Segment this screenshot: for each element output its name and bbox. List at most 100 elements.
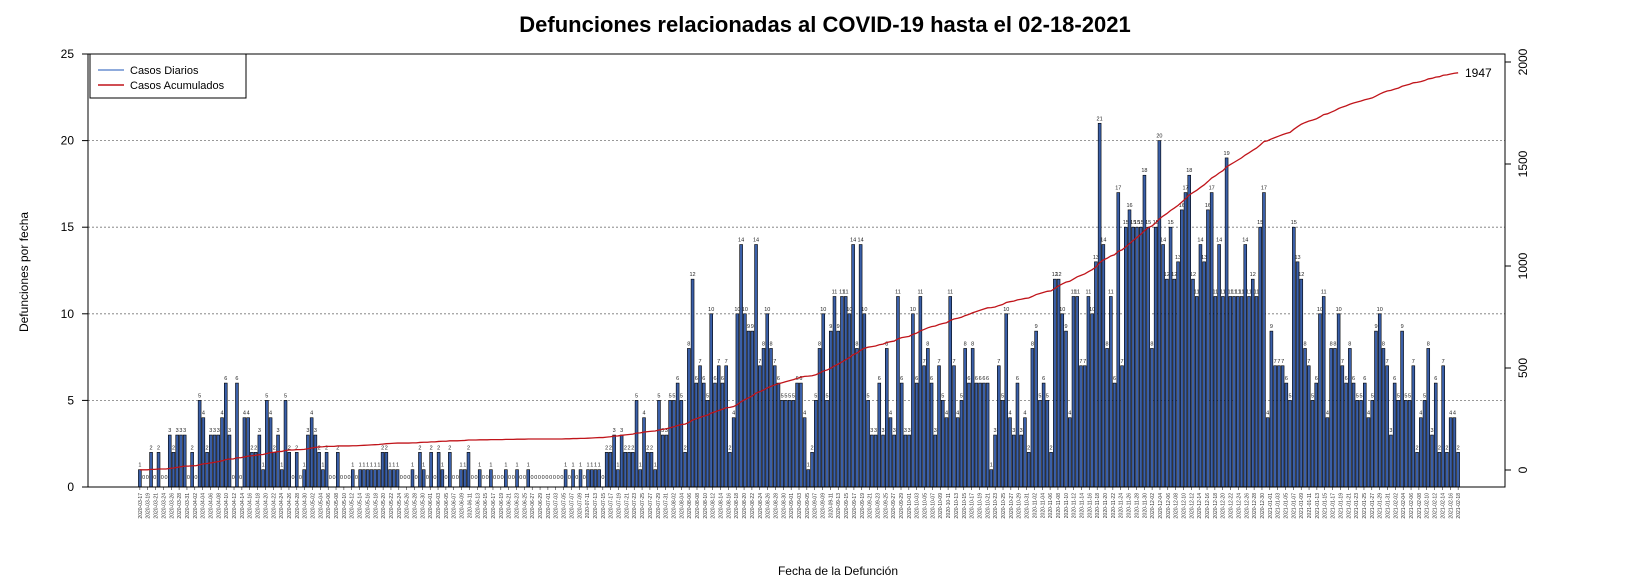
bar-label: 2: [1050, 445, 1053, 451]
bar-label: 6: [1315, 376, 1318, 382]
bar-label: 2: [609, 445, 612, 451]
bar: [698, 365, 702, 488]
bar-label: 5: [1404, 393, 1407, 399]
bar-label: 7: [1079, 359, 1082, 365]
bar-label: 7: [923, 359, 926, 365]
bar-label: 5: [788, 393, 791, 399]
bar: [1202, 261, 1206, 488]
date-label: 2020-11-22: [1111, 493, 1117, 518]
date-label: 2020-10-21: [985, 493, 991, 519]
bar-label: 14: [738, 238, 744, 244]
date-label: 2021-02-06: [1409, 493, 1415, 519]
bar-label: 10: [910, 307, 916, 313]
bar-label: 17: [1182, 186, 1188, 192]
bar-label: 5: [669, 393, 672, 399]
bar: [1355, 400, 1360, 488]
bar-label: 3: [168, 428, 171, 434]
bar: [1082, 365, 1087, 488]
bar-label: 0: [239, 475, 242, 481]
bar-label: 5: [680, 393, 683, 399]
date-label: 2020-08-10: [703, 493, 709, 519]
bar: [911, 313, 915, 488]
date-label: 2021-02-02: [1393, 493, 1399, 519]
bar: [1191, 278, 1195, 488]
bar-label: 0: [549, 475, 552, 481]
bar: [1374, 330, 1378, 488]
bar: [1370, 400, 1374, 488]
bar-label: 1: [516, 463, 519, 469]
bar: [1094, 261, 1098, 488]
bar: [175, 434, 179, 488]
bar: [664, 434, 669, 488]
bar-label: 1: [351, 463, 354, 469]
date-label: 2020-08-16: [726, 493, 732, 519]
bar-label: 14: [1100, 238, 1106, 244]
bar: [694, 382, 699, 488]
bar: [713, 382, 717, 488]
bar: [881, 434, 885, 488]
bar-label: 2: [1445, 445, 1448, 451]
bar-label: 0: [164, 475, 167, 481]
bar-label: 11: [1071, 289, 1077, 295]
date-label: 2020-06-29: [538, 493, 544, 519]
bar-label: 4: [243, 411, 246, 417]
bar-label: 8: [971, 341, 974, 347]
bar-label: 5: [1046, 393, 1049, 399]
bar-label: 2: [684, 445, 687, 451]
bar-label: 2: [646, 445, 649, 451]
bar-label: 2: [1416, 445, 1419, 451]
bar-label: 0: [291, 475, 294, 481]
bar-label: 5: [960, 393, 963, 399]
bar-label: 15: [1134, 220, 1140, 226]
bar-label: 0: [329, 475, 332, 481]
bar: [448, 452, 452, 488]
bar: [840, 296, 844, 488]
bar-label: 4: [1367, 411, 1370, 417]
bar: [885, 348, 889, 488]
bar-label: 0: [575, 475, 578, 481]
bar: [787, 400, 792, 488]
bar-label: 5: [198, 393, 201, 399]
bar: [690, 278, 695, 488]
date-label: 2020-09-19: [860, 493, 866, 519]
y-tick-label: 10: [61, 307, 75, 321]
bar: [410, 469, 415, 488]
bar: [358, 469, 362, 488]
bar: [896, 296, 900, 488]
bar-label: 11: [1086, 289, 1092, 295]
date-label: 2020-05-16: [365, 493, 371, 519]
bar: [903, 434, 908, 488]
bar-label: 4: [803, 411, 806, 417]
bar: [253, 452, 258, 488]
bar: [138, 469, 142, 488]
y-tick-label: 5: [67, 393, 74, 407]
date-label: 2020-10-13: [954, 493, 960, 519]
bar-label: 11: [1231, 289, 1237, 295]
bar-label: 1: [463, 463, 466, 469]
bar-label: 0: [403, 475, 406, 481]
bar: [937, 365, 941, 488]
bar-label: 4: [889, 411, 892, 417]
bar: [649, 452, 654, 488]
date-label: 2020-04-30: [303, 493, 309, 519]
bar-label: 20: [1156, 134, 1162, 140]
y-tick-label: 25: [61, 47, 75, 61]
bar: [209, 434, 213, 488]
bar: [1254, 296, 1259, 488]
bar-label: 0: [299, 475, 302, 481]
bar: [1415, 452, 1419, 488]
date-label: 2020-07-11: [585, 493, 591, 518]
date-label: 2020-11-28: [1134, 493, 1140, 518]
date-label: 2020-06-23: [515, 493, 521, 519]
date-label: 2020-08-28: [774, 493, 780, 519]
bar-label: 5: [1356, 393, 1359, 399]
bar: [997, 365, 1001, 488]
date-label: 2020-05-06: [326, 493, 332, 519]
bar: [1385, 365, 1389, 488]
grid-lines: [88, 140, 1505, 401]
bar-label: 0: [433, 475, 436, 481]
date-label: 2020-11-08: [1056, 493, 1062, 518]
bar: [1292, 226, 1296, 488]
bar: [1295, 261, 1300, 488]
